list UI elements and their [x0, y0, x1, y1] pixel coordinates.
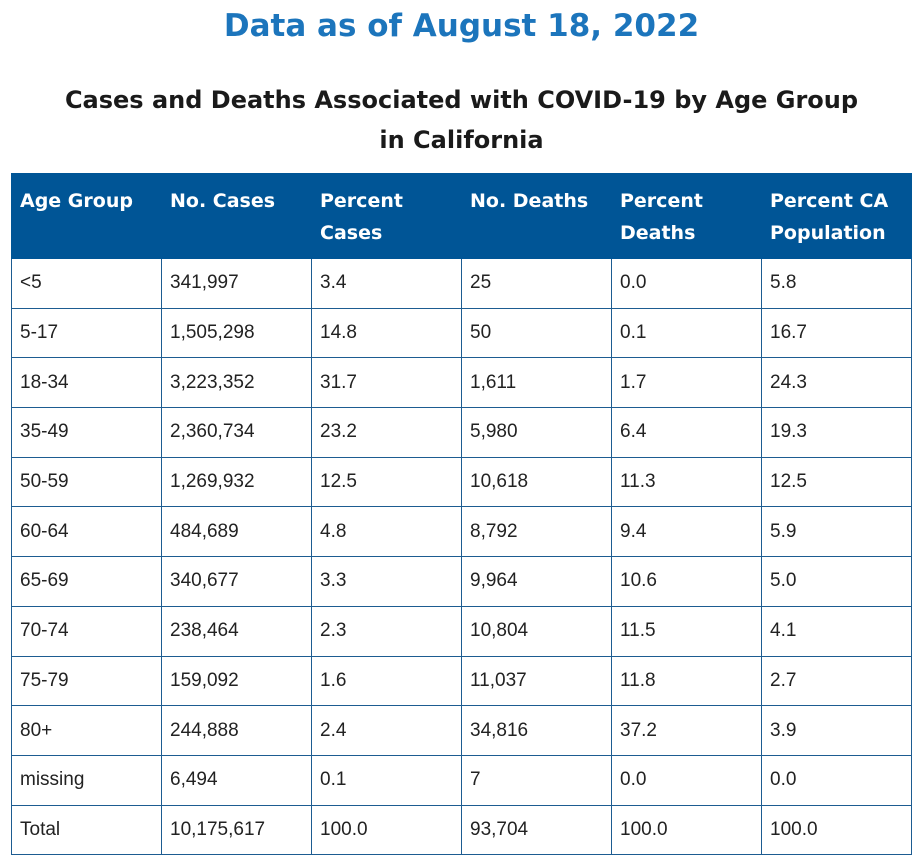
table-title-line-2: in California [379, 126, 544, 154]
header-no-cases: No. Cases [161, 173, 312, 259]
cell-no-deaths: 10,618 [461, 456, 612, 508]
cell-age-group: 5-17 [11, 307, 162, 359]
table-title: Cases and Deaths Associated with COVID-1… [60, 80, 863, 160]
table-row: <5 341,997 3.4 25 0.0 5.8 [11, 258, 912, 309]
header-age-group: Age Group [11, 173, 162, 259]
cell-percent-cases: 4.8 [311, 506, 462, 558]
table-row: 18-34 3,223,352 31.7 1,611 1.7 24.3 [11, 357, 912, 409]
cell-no-deaths: 8,792 [461, 506, 612, 558]
cell-no-cases: 484,689 [161, 506, 312, 558]
cell-age-group: 65-69 [11, 556, 162, 607]
cell-percent-ca-population: 24.3 [761, 357, 912, 409]
cell-percent-ca-population: 2.7 [761, 655, 912, 707]
cell-percent-deaths: 11.3 [611, 456, 762, 508]
cell-percent-cases: 2.4 [311, 705, 462, 756]
cell-percent-deaths: 11.5 [611, 605, 762, 657]
cell-percent-cases: 23.2 [311, 407, 462, 458]
header-percent-cases: Percent Cases [311, 173, 462, 259]
cell-percent-deaths: 9.4 [611, 506, 762, 558]
cell-percent-deaths: 0.0 [611, 754, 762, 806]
cell-no-deaths: 10,804 [461, 605, 612, 657]
table-row: 5-17 1,505,298 14.8 50 0.1 16.7 [11, 307, 912, 359]
cell-no-deaths: 93,704 [461, 804, 612, 856]
cell-no-deaths: 50 [461, 307, 612, 359]
cell-no-cases: 3,223,352 [161, 357, 312, 409]
table-row: 35-49 2,360,734 23.2 5,980 6.4 19.3 [11, 407, 912, 458]
cell-percent-deaths: 100.0 [611, 804, 762, 856]
cell-age-group: 80+ [11, 705, 162, 756]
cell-no-cases: 244,888 [161, 705, 312, 756]
table-row-total: Total 10,175,617 100.0 93,704 100.0 100.… [11, 804, 912, 856]
table-header: Age Group No. Cases Percent Cases No. De… [11, 173, 912, 259]
header-percent-deaths: Percent Deaths [611, 173, 762, 259]
cell-no-deaths: 9,964 [461, 556, 612, 607]
cell-age-group: Total [11, 804, 162, 856]
cell-no-deaths: 34,816 [461, 705, 612, 756]
cell-percent-deaths: 11.8 [611, 655, 762, 707]
cell-percent-deaths: 0.1 [611, 307, 762, 359]
cell-no-cases: 6,494 [161, 754, 312, 806]
header-percent-ca-population: Percent CA Population [761, 173, 912, 259]
cell-percent-deaths: 10.6 [611, 556, 762, 607]
table-row: missing 6,494 0.1 7 0.0 0.0 [11, 754, 912, 806]
cell-percent-deaths: 37.2 [611, 705, 762, 756]
cell-percent-cases: 100.0 [311, 804, 462, 856]
table-row: 75-79 159,092 1.6 11,037 11.8 2.7 [11, 655, 912, 707]
cell-percent-ca-population: 4.1 [761, 605, 912, 657]
cell-percent-ca-population: 0.0 [761, 754, 912, 806]
cell-percent-ca-population: 19.3 [761, 407, 912, 458]
cell-percent-ca-population: 100.0 [761, 804, 912, 856]
cell-age-group: 18-34 [11, 357, 162, 409]
cell-percent-ca-population: 12.5 [761, 456, 912, 508]
cell-percent-cases: 0.1 [311, 754, 462, 806]
cell-age-group: 70-74 [11, 605, 162, 657]
table-row: 60-64 484,689 4.8 8,792 9.4 5.9 [11, 506, 912, 558]
cell-no-cases: 159,092 [161, 655, 312, 707]
cell-percent-deaths: 6.4 [611, 407, 762, 458]
cell-age-group: 35-49 [11, 407, 162, 458]
table-row: 65-69 340,677 3.3 9,964 10.6 5.0 [11, 556, 912, 607]
cell-no-deaths: 1,611 [461, 357, 612, 409]
cell-percent-cases: 3.3 [311, 556, 462, 607]
cell-age-group: missing [11, 754, 162, 806]
cell-no-deaths: 25 [461, 258, 612, 309]
cell-percent-deaths: 0.0 [611, 258, 762, 309]
cell-percent-ca-population: 5.9 [761, 506, 912, 558]
table-row: 80+ 244,888 2.4 34,816 37.2 3.9 [11, 705, 912, 756]
cell-no-cases: 341,997 [161, 258, 312, 309]
cell-age-group: 50-59 [11, 456, 162, 508]
table-row: 70-74 238,464 2.3 10,804 11.5 4.1 [11, 605, 912, 657]
cell-percent-ca-population: 3.9 [761, 705, 912, 756]
covid-age-group-table: Age Group No. Cases Percent Cases No. De… [11, 173, 912, 856]
cell-no-cases: 238,464 [161, 605, 312, 657]
cell-percent-cases: 14.8 [311, 307, 462, 359]
cell-percent-cases: 1.6 [311, 655, 462, 707]
table-header-row: Age Group No. Cases Percent Cases No. De… [11, 173, 912, 259]
cell-no-deaths: 5,980 [461, 407, 612, 458]
cell-percent-cases: 2.3 [311, 605, 462, 657]
cell-no-cases: 340,677 [161, 556, 312, 607]
table-row: 50-59 1,269,932 12.5 10,618 11.3 12.5 [11, 456, 912, 508]
table-title-line-1: Cases and Deaths Associated with COVID-1… [64, 86, 859, 114]
cell-percent-ca-population: 5.8 [761, 258, 912, 309]
cell-no-cases: 2,360,734 [161, 407, 312, 458]
cell-no-cases: 1,505,298 [161, 307, 312, 359]
cell-percent-cases: 3.4 [311, 258, 462, 309]
data-as-of-heading: Data as of August 18, 2022 [223, 8, 700, 44]
cell-percent-ca-population: 5.0 [761, 556, 912, 607]
cell-no-cases: 1,269,932 [161, 456, 312, 508]
cell-age-group: <5 [11, 258, 162, 309]
cell-no-cases: 10,175,617 [161, 804, 312, 856]
cell-age-group: 75-79 [11, 655, 162, 707]
cell-no-deaths: 7 [461, 754, 612, 806]
cell-age-group: 60-64 [11, 506, 162, 558]
cell-percent-cases: 12.5 [311, 456, 462, 508]
table-body: <5 341,997 3.4 25 0.0 5.8 5-17 1,505,298… [11, 258, 912, 856]
cell-percent-deaths: 1.7 [611, 357, 762, 409]
cell-no-deaths: 11,037 [461, 655, 612, 707]
cell-percent-ca-population: 16.7 [761, 307, 912, 359]
cell-percent-cases: 31.7 [311, 357, 462, 409]
header-no-deaths: No. Deaths [461, 173, 612, 259]
